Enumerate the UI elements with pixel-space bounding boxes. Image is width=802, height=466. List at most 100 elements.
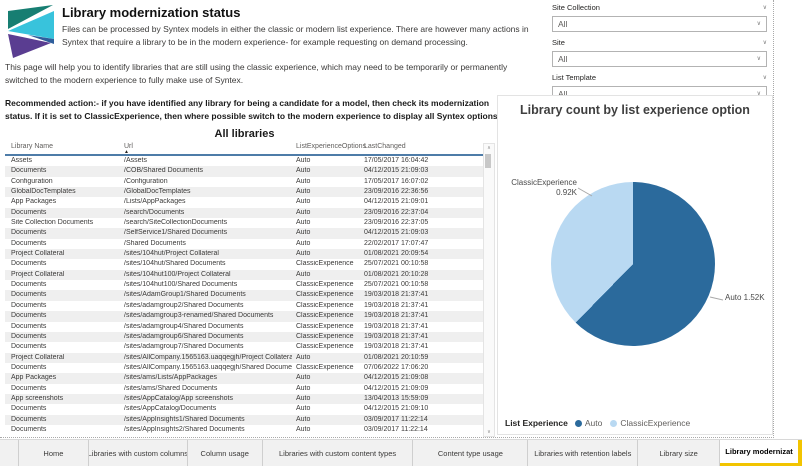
pie-chart[interactable] [551, 182, 715, 346]
table-row[interactable]: Documents/sites/AppCatalog/Documents Auto… [5, 404, 484, 414]
table-row[interactable]: Documents/sites/adamgroup3-renamed/Share… [5, 311, 484, 322]
cell-lastchanged: 25/07/2021 00:10:58 [364, 281, 429, 289]
tab-libraries-with-retention-labels[interactable]: Libraries with retention labels [528, 440, 639, 466]
cell-url: /COB/Shared Documents [124, 167, 203, 175]
scrollbar-thumb[interactable] [485, 154, 491, 168]
cell-library-name: Documents [11, 167, 47, 175]
slicer-header: Site ∨ [552, 37, 767, 48]
cell-library-name: Documents [11, 229, 47, 237]
legend-item-classicexperience[interactable]: ClassicExperience [610, 418, 690, 428]
slicer-dropdown[interactable]: All ∨ [552, 16, 767, 32]
column-header-library-name[interactable]: Library Name [11, 143, 54, 150]
table-row[interactable]: Project Collateral/sites/104hut100/Proje… [5, 269, 484, 281]
table-row[interactable]: App Packages/Lists/AppPackages Auto 04/12/… [5, 197, 484, 207]
tab-bar-spacer [0, 440, 19, 466]
sort-ascending-icon: ▲ [124, 149, 129, 155]
table-row[interactable]: Documents/sites/AdamGroup1/Shared Docume… [5, 290, 484, 301]
table-row[interactable]: Documents/sites/104hut100/Shared Documen… [5, 280, 484, 290]
cell-url: /Lists/AppPackages [124, 198, 186, 206]
cell-library-name: Documents [11, 384, 47, 392]
column-header-listexperienceoptions[interactable]: ListExperienceOptions [296, 143, 367, 150]
cell-listexperienceoptions: ClassicExperience [296, 281, 354, 289]
table-row[interactable]: Documents/COB/Shared Documents Auto 04/12/… [5, 166, 484, 177]
chevron-down-icon[interactable]: ∨ [762, 39, 767, 46]
cell-lastchanged: 25/07/2021 00:10:58 [364, 260, 429, 268]
cell-library-name: Documents [11, 208, 47, 216]
cell-library-name: Documents [11, 343, 47, 351]
slicer-site-collection: Site Collection ∨ All ∨ [552, 2, 767, 32]
table-row[interactable]: Documents/sites/adamgroup6/Shared Docume… [5, 331, 484, 343]
cell-library-name: Documents [11, 415, 47, 423]
cell-lastchanged: 23/09/2016 22:36:56 [364, 188, 429, 196]
scroll-down-icon[interactable]: ∨ [487, 429, 491, 435]
tab-content-type-usage[interactable]: Content type usage [413, 440, 529, 466]
chevron-down-icon: ∨ [756, 91, 761, 97]
chevron-down-icon[interactable]: ∨ [762, 4, 767, 11]
cell-url: /sites/AppCatalog/Documents [124, 405, 217, 413]
table-header-row: Library Name Url ListExperienceOptions Last… [5, 143, 484, 153]
table-row[interactable]: Documents/sites/AllCompany.1565163.uaqqe… [5, 363, 484, 373]
table-row[interactable]: Documents/sites/adamgroup4/Shared Docume… [5, 322, 484, 332]
cell-lastchanged: 19/03/2018 21:37:41 [364, 301, 429, 309]
cell-lastchanged: 03/09/2017 11:22:14 [364, 425, 428, 433]
table-row[interactable]: App screenshots/sites/AppCatalog/App scr… [5, 393, 484, 405]
table-row[interactable]: Configuration/Configuration Auto 17/05/201… [5, 177, 484, 187]
table-row[interactable]: Project Collateral/sites/AllCompany.1565… [5, 352, 484, 363]
tab-home[interactable]: Home [19, 440, 89, 466]
table-scrollbar[interactable]: ∧ ∨ [483, 143, 495, 437]
table-row[interactable]: Documents/sites/ams/Shared Documents Auto… [5, 384, 484, 394]
cell-listexperienceoptions: ClassicExperience [296, 332, 354, 340]
cell-url: /sites/AllCompany.1565163.uaqqegjh/Proje… [124, 353, 292, 361]
cell-lastchanged: 03/09/2017 11:22:14 [364, 415, 428, 423]
cell-lastchanged: 04/12/2015 21:09:03 [364, 229, 429, 237]
slicer-site: Site ∨ All ∨ [552, 37, 767, 67]
table-row[interactable]: Project Collateral/sites/104hut/Project … [5, 249, 484, 260]
table-row[interactable]: App Packages/sites/ams/Lists/AppPackages… [5, 373, 484, 384]
tab-libraries-with-custom-columns[interactable]: Libraries with custom columns [89, 440, 188, 466]
cell-library-name: Documents [11, 322, 47, 330]
column-header-url[interactable]: Url [124, 143, 133, 150]
chevron-down-icon[interactable]: ∨ [762, 74, 767, 81]
slicer-dropdown[interactable]: All ∨ [552, 51, 767, 67]
cell-library-name: Documents [11, 363, 47, 371]
cell-url: /Shared Documents [124, 239, 186, 247]
slicer-selected-value: All [558, 89, 568, 99]
cell-listexperienceoptions: ClassicExperience [296, 343, 354, 351]
legend-label: Auto [584, 418, 603, 428]
cell-library-name: GlobalDocTemplates [11, 188, 76, 196]
canvas-edge-horizontal [0, 437, 774, 438]
cell-lastchanged: 17/05/2017 16:07:02 [364, 177, 429, 185]
slicer-label: Site Collection [552, 3, 600, 12]
table-row[interactable]: Documents/sites/AppInsights1/Shared Docu… [5, 414, 484, 425]
cell-library-name: Documents [11, 405, 47, 413]
cell-lastchanged: 01/08/2021 20:09:54 [364, 250, 429, 258]
cell-lastchanged: 07/06/2022 17:06:20 [364, 363, 429, 371]
table-row[interactable]: Documents/sites/adamgroup7/Shared Docume… [5, 342, 484, 352]
cell-lastchanged: 01/08/2021 20:10:59 [364, 353, 429, 361]
cell-url: /sites/adamgroup6/Shared Documents [124, 332, 244, 340]
tab-library-size[interactable]: Library size [638, 440, 721, 466]
cell-url: /sites/104hut/Project Collateral [124, 250, 219, 258]
table-row[interactable]: Site Collection Documents/search/SiteCol… [5, 218, 484, 228]
table-row[interactable]: Assets/Assets Auto 17/05/2017 16:04:42 [5, 156, 484, 166]
tab-library-modernizat[interactable]: Library modernizat [720, 440, 802, 466]
table-row[interactable]: Documents/SelfService1/Shared Documents A… [5, 228, 484, 239]
tab-libraries-with-custom-content-types[interactable]: Libraries with custom content types [263, 440, 414, 466]
table-header-rule [5, 154, 484, 156]
table-row[interactable]: Documents/Shared Documents Auto 22/02/2017… [5, 239, 484, 249]
cell-listexperienceoptions: ClassicExperience [296, 312, 354, 320]
tab-column-usage[interactable]: Column usage [188, 440, 263, 466]
scroll-up-icon[interactable]: ∧ [487, 145, 491, 151]
table-row[interactable]: Documents/sites/104hut/Shared Documents C… [5, 259, 484, 269]
cell-library-name: Documents [11, 281, 47, 289]
cell-url: /Configuration [124, 177, 168, 185]
column-header-lastchanged[interactable]: LastChanged [364, 143, 406, 150]
table-row[interactable]: Documents/sites/AppInsights2/Shared Docu… [5, 425, 484, 433]
legend-item-auto[interactable]: Auto [574, 418, 603, 428]
table-row[interactable]: Documents/sites/adamgroup2/Shared Docume… [5, 301, 484, 311]
cell-listexperienceoptions: Auto [296, 384, 311, 392]
table-row[interactable]: Documents/search/Documents Auto 23/09/2016… [5, 207, 484, 219]
page-tab-bar: Home Libraries with custom columns Column … [0, 439, 802, 466]
table-row[interactable]: GlobalDocTemplates/GlobalDocTemplates Aut… [5, 187, 484, 198]
table-title: All libraries [214, 128, 275, 140]
